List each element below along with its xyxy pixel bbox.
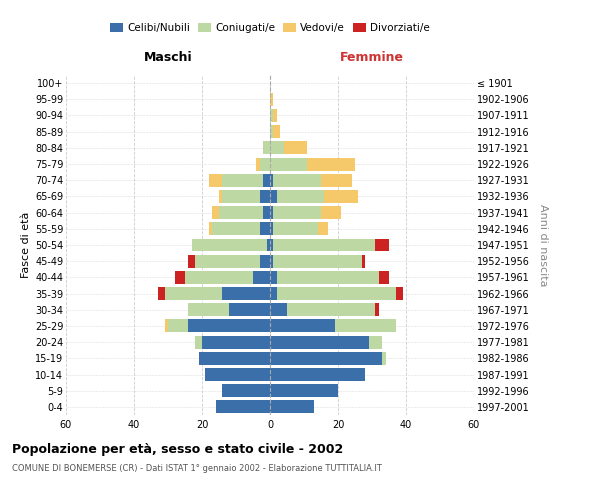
Bar (325, 190, 358, 203)
Bar (266, 238, 270, 252)
Bar (270, 287, 277, 300)
Bar (270, 109, 274, 122)
Bar (270, 254, 274, 268)
Bar (270, 158, 307, 170)
Bar (270, 222, 274, 235)
Bar (307, 158, 355, 170)
Bar (274, 254, 362, 268)
Bar (223, 384, 270, 397)
Bar (199, 352, 270, 365)
Bar (376, 304, 379, 316)
Bar (205, 368, 270, 381)
Text: Maschi: Maschi (143, 50, 193, 64)
Bar (270, 320, 335, 332)
Bar (260, 222, 270, 235)
Bar (164, 287, 223, 300)
Bar (270, 125, 274, 138)
Bar (321, 174, 352, 186)
Y-axis label: Anni di nascita: Anni di nascita (538, 204, 548, 286)
Bar (270, 384, 338, 397)
Bar (274, 238, 376, 252)
Y-axis label: Fasce di età: Fasce di età (20, 212, 31, 278)
Bar (212, 222, 260, 235)
Bar (223, 174, 263, 186)
Bar (195, 254, 260, 268)
Bar (158, 287, 164, 300)
Bar (219, 190, 223, 203)
Bar (229, 304, 270, 316)
Bar (185, 271, 253, 284)
Bar (317, 222, 328, 235)
Bar (253, 271, 270, 284)
Bar (277, 271, 379, 284)
Bar (215, 400, 270, 413)
Text: Popolazione per età, sesso e stato civile - 2002: Popolazione per età, sesso e stato civil… (12, 442, 343, 456)
Bar (274, 222, 317, 235)
Bar (270, 336, 368, 348)
Bar (277, 190, 325, 203)
Bar (270, 368, 365, 381)
Bar (192, 238, 266, 252)
Text: COMUNE DI BONEMERSE (CR) - Dati ISTAT 1° gennaio 2002 - Elaborazione TUTTITALIA.: COMUNE DI BONEMERSE (CR) - Dati ISTAT 1°… (12, 464, 382, 473)
Bar (321, 206, 341, 219)
Bar (362, 254, 365, 268)
Bar (256, 158, 260, 170)
Bar (263, 174, 270, 186)
Bar (376, 238, 389, 252)
Bar (202, 336, 270, 348)
Bar (175, 271, 185, 284)
Bar (270, 238, 274, 252)
Bar (368, 336, 382, 348)
Bar (188, 320, 270, 332)
Bar (164, 320, 168, 332)
Bar (260, 254, 270, 268)
Bar (270, 352, 382, 365)
Bar (223, 287, 270, 300)
Bar (270, 400, 314, 413)
Bar (379, 271, 389, 284)
Bar (188, 254, 195, 268)
Bar (270, 190, 277, 203)
Bar (209, 222, 212, 235)
Bar (209, 174, 223, 186)
Bar (274, 109, 277, 122)
Bar (168, 320, 188, 332)
Bar (274, 206, 321, 219)
Bar (270, 174, 274, 186)
Bar (382, 352, 386, 365)
Bar (270, 142, 284, 154)
Bar (212, 206, 219, 219)
Bar (188, 304, 229, 316)
Bar (284, 142, 307, 154)
Bar (219, 206, 263, 219)
Bar (270, 304, 287, 316)
Bar (270, 271, 277, 284)
Bar (263, 142, 270, 154)
Bar (335, 320, 396, 332)
Bar (260, 190, 270, 203)
Bar (376, 238, 382, 252)
Bar (195, 336, 202, 348)
Bar (274, 174, 321, 186)
Bar (396, 287, 403, 300)
Legend: Celibi/Nubili, Coniugati/e, Vedovi/e, Divorziati/e: Celibi/Nubili, Coniugati/e, Vedovi/e, Di… (106, 19, 434, 38)
Bar (260, 158, 270, 170)
Bar (270, 206, 274, 219)
Text: Femmine: Femmine (340, 50, 404, 64)
Bar (277, 287, 396, 300)
Bar (263, 206, 270, 219)
Bar (274, 125, 280, 138)
Bar (270, 93, 274, 106)
Bar (223, 190, 260, 203)
Bar (287, 304, 376, 316)
